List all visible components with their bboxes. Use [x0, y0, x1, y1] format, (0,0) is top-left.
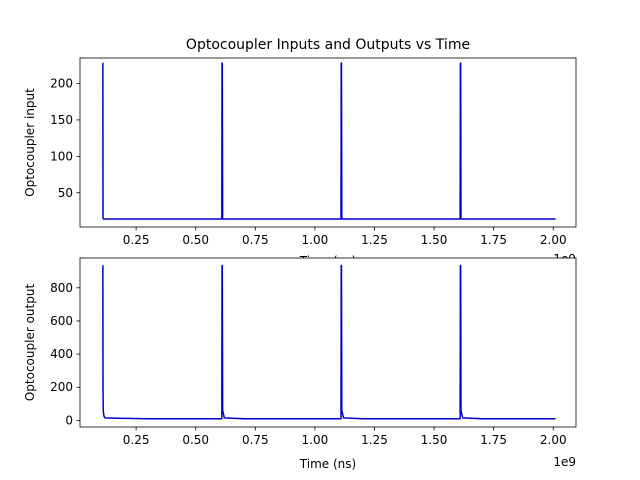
input-x-tick-label: 0.50 [182, 233, 209, 247]
output-x-tick-label: 1.50 [421, 433, 448, 447]
output-panel: 0.25 0.50 0.75 1.00 1.25 1.50 1.75 2.00 0 200 400… [23, 257, 577, 471]
output-x-offset-label: 1e9 [553, 455, 576, 469]
output-x-tick-label: 0.50 [182, 433, 209, 447]
output-y-tick-label: 800 [50, 281, 73, 295]
output-y-tick-label: 400 [50, 347, 73, 361]
input-x-tick-label: 0.25 [123, 233, 150, 247]
input-x-tick-label: 1.75 [480, 233, 507, 247]
input-x-tick-label: 2.00 [540, 233, 567, 247]
input-series-line [102, 62, 556, 220]
input-x-tick-label: 1.50 [421, 233, 448, 247]
output-x-axis: 0.25 0.50 0.75 1.00 1.25 1.50 1.75 2.00 [123, 427, 567, 447]
input-y-tick-label: 150 [50, 113, 73, 127]
input-plot-area [79, 57, 577, 228]
output-y-axis-label: Optocoupler output [23, 284, 37, 402]
input-panel: 0.25 0.50 0.75 1.00 1.25 1.50 1.75 2.00 50 100 15… [23, 57, 577, 268]
output-y-axis: 0 200 400 600 800 [50, 281, 80, 427]
input-x-tick-label: 1.25 [361, 233, 388, 247]
input-y-tick-label: 100 [50, 149, 73, 163]
input-x-axis: 0.25 0.50 0.75 1.00 1.25 1.50 1.75 2.00 [123, 227, 567, 247]
output-x-tick-label: 2.00 [540, 433, 567, 447]
output-y-tick-label: 200 [50, 380, 73, 394]
output-y-tick-label: 600 [50, 314, 73, 328]
output-series-line [102, 264, 556, 420]
output-x-tick-label: 0.75 [242, 433, 269, 447]
output-x-axis-label: Time (ns) [299, 457, 356, 471]
input-y-tick-label: 200 [50, 76, 73, 90]
output-x-tick-label: 1.25 [361, 433, 388, 447]
output-y-tick-label: 0 [65, 413, 73, 427]
output-x-tick-label: 0.25 [123, 433, 150, 447]
output-x-tick-label: 1.75 [480, 433, 507, 447]
chart-title: Optocoupler Inputs and Outputs vs Time [186, 37, 470, 53]
input-y-axis: 50 100 150 200 [50, 76, 80, 200]
input-y-axis-label: Optocoupler input [23, 88, 37, 197]
output-x-tick-label: 1.00 [302, 433, 329, 447]
input-x-tick-label: 0.75 [242, 233, 269, 247]
input-y-tick-label: 50 [58, 186, 73, 200]
output-plot-area [79, 257, 577, 428]
input-x-tick-label: 1.00 [302, 233, 329, 247]
